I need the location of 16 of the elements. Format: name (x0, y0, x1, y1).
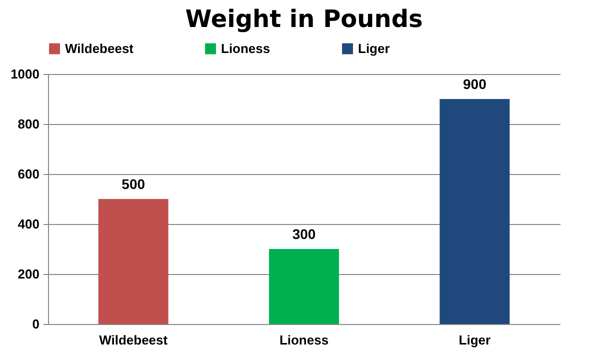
x-tick-label: Wildebeest (99, 332, 168, 348)
data-label: 500 (122, 176, 146, 192)
data-label: 900 (462, 76, 487, 92)
x-tick-label: Liger (458, 332, 491, 348)
y-tick-label: 800 (18, 116, 40, 132)
y-tick-label: 200 (18, 266, 40, 282)
y-tick-label: 1000 (10, 66, 40, 82)
legend-label: Liger (358, 40, 390, 56)
legend-label: Wildebeest (65, 40, 134, 56)
data-label: 300 (292, 226, 316, 242)
x-tick-label: Lioness (279, 332, 329, 348)
y-tick-label: 400 (18, 216, 40, 232)
chart-title: Weight in Pounds (185, 5, 423, 33)
y-tick-label: 600 (18, 166, 40, 182)
legend-label: Lioness (221, 40, 270, 56)
y-tick-label: 0 (32, 316, 40, 332)
